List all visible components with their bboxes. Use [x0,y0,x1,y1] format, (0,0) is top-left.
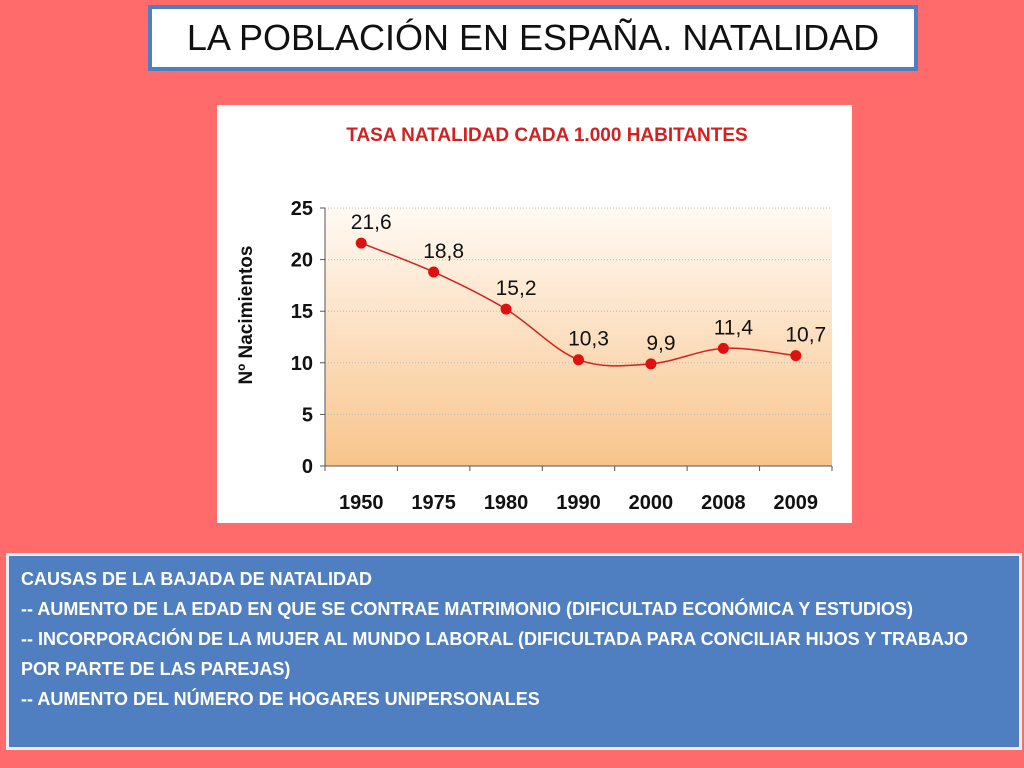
y-tick-label: 10 [291,353,313,375]
y-tick-label: 5 [302,404,313,426]
data-label: 9,9 [646,332,675,355]
cause-item: -- INCORPORACIÓN DE LA MUJER AL MUNDO LA… [21,629,969,679]
x-tick-label: 2000 [629,492,674,514]
slide-title: LA POBLACIÓN EN ESPAÑA. NATALIDAD [148,5,918,71]
cause-item: -- AUMENTO DE LA EDAD EN QUE SE CONTRAE … [21,599,914,619]
data-point [355,237,367,249]
chart-title: TASA NATALIDAD CADA 1.000 HABITANTES [346,125,747,146]
data-point [717,342,729,354]
birth-rate-chart: TASA NATALIDAD CADA 1.000 HABITANTES Nº … [236,125,833,514]
x-tick-label: 1950 [339,492,384,514]
data-label: 15,2 [496,277,537,300]
data-point [645,358,657,370]
causes-panel: CAUSAS DE LA BAJADA DE NATALIDAD -- AUME… [6,553,1022,750]
data-label: 11,4 [714,316,754,339]
causes-heading: CAUSAS DE LA BAJADA DE NATALIDAD [21,569,372,589]
data-point [428,266,440,278]
x-tick-label: 1990 [556,492,601,514]
y-tick-label: 15 [291,301,313,323]
plot-area [325,208,832,466]
data-point [500,303,512,315]
x-tick-label: 1975 [411,492,456,514]
y-tick-label: 25 [291,198,313,220]
data-point [790,350,802,362]
data-point [573,354,584,366]
cause-item: -- AUMENTO DEL NÚMERO DE HOGARES UNIPERS… [21,689,540,709]
x-tick-label: 1980 [484,492,528,514]
chart-panel: TASA NATALIDAD CADA 1.000 HABITANTES Nº … [217,105,852,523]
y-tick-label: 0 [302,456,313,478]
x-tick-label: 2008 [701,492,746,514]
data-label: 10,7 [785,324,826,347]
y-tick-label: 20 [291,250,313,272]
x-tick-label: 2009 [774,492,819,514]
data-label: 18,8 [423,240,464,263]
data-label: 10,3 [568,328,609,351]
data-label: 21,6 [351,211,392,234]
y-axis-label: Nº Nacimientos [236,246,257,385]
